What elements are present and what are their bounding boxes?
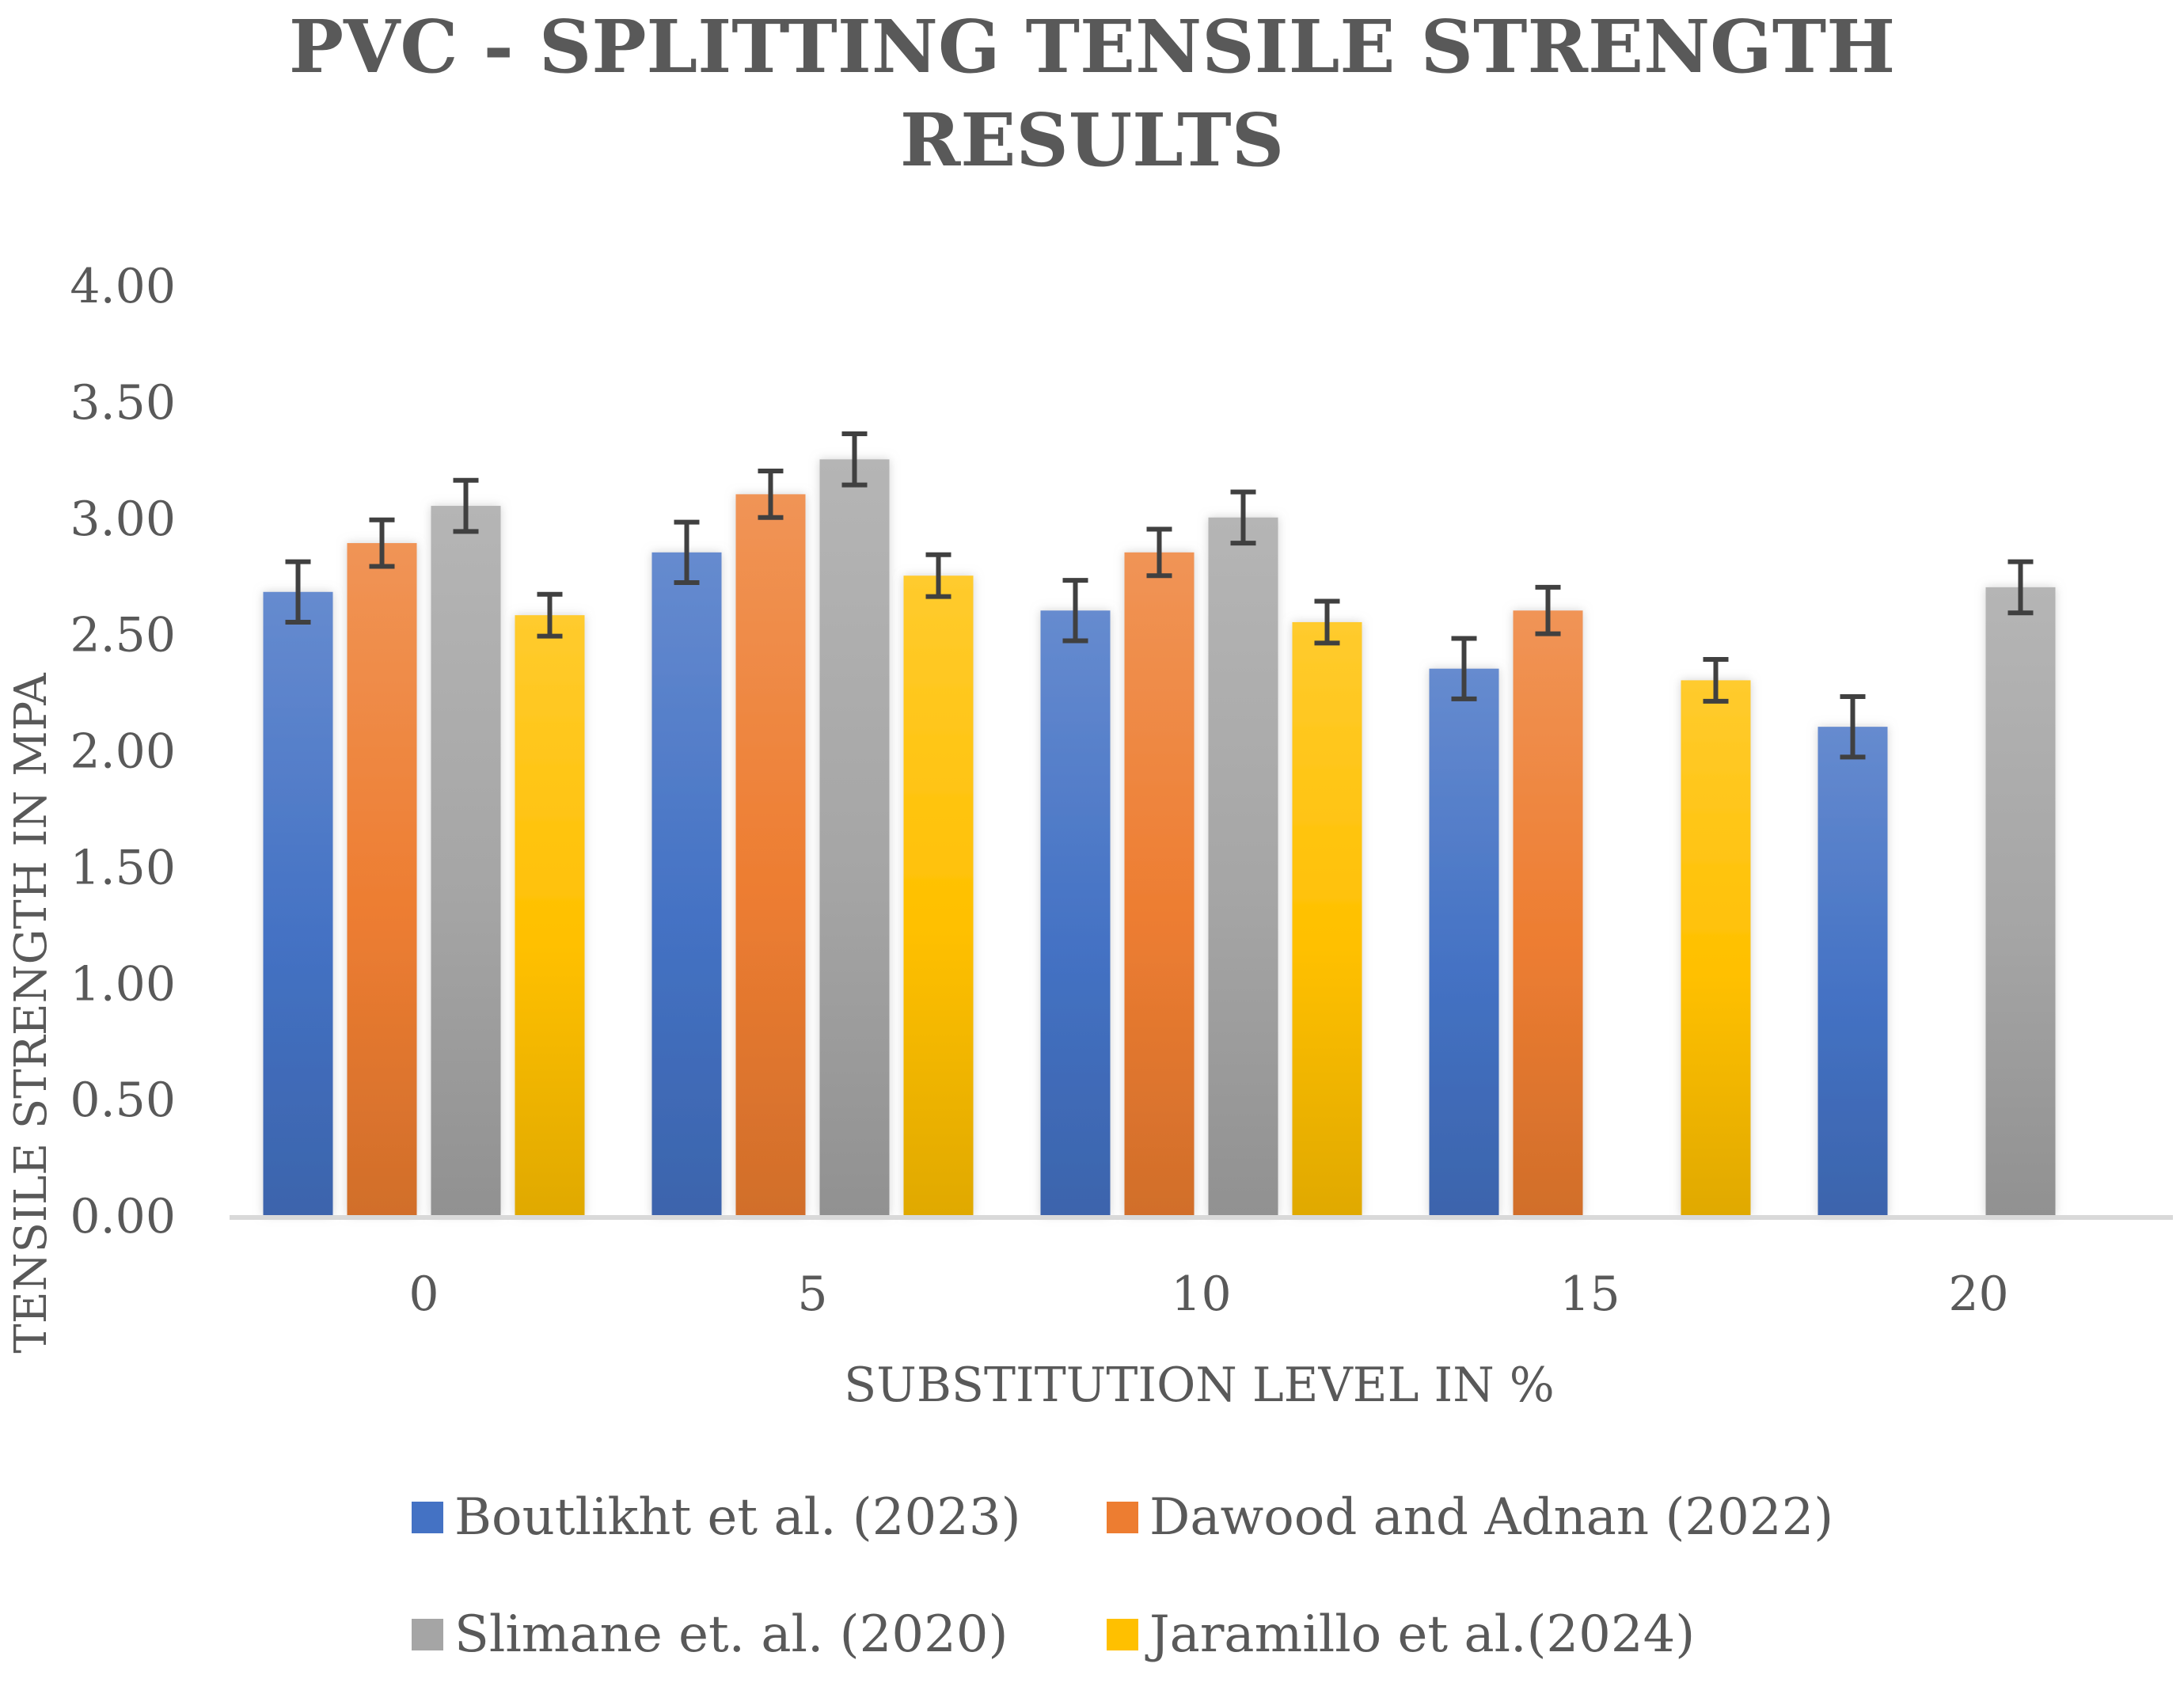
bar [264, 592, 333, 1215]
bar [1818, 727, 1888, 1215]
bar [1125, 553, 1195, 1215]
y-tick-label: 3.00 [70, 492, 176, 547]
x-tick-label: 20 [1948, 1267, 2008, 1322]
bar [1986, 587, 2056, 1215]
y-tick-label: 0.00 [70, 1189, 176, 1244]
legend-item-jaramillo: Jaramillo et al.(2024) [1107, 1605, 1695, 1664]
legend-swatch-slimane [412, 1619, 443, 1650]
bar [1430, 669, 1499, 1215]
bar [1209, 518, 1278, 1215]
legend-label-dawood: Dawood and Adnan (2022) [1149, 1488, 1833, 1547]
legend-item-dawood: Dawood and Adnan (2022) [1107, 1488, 1833, 1547]
y-tick-label: 4.00 [70, 259, 176, 314]
bar [431, 506, 501, 1215]
y-tick-label: 2.50 [70, 608, 176, 663]
bar [1514, 610, 1583, 1215]
bar-chart: 0.00 0.50 1.00 1.50 2.00 2.50 3.00 3.50 4.00 0 5 1… [0, 0, 2184, 1694]
x-axis-tick-labels: 0 5 10 15 20 [408, 1267, 2008, 1322]
y-axis-title: TENSILE STRENGTH IN MPA [6, 673, 57, 1354]
bar [515, 615, 585, 1215]
y-axis-tick-labels: 0.00 0.50 1.00 1.50 2.00 2.50 3.00 3.50 4.00 [70, 259, 176, 1244]
y-tick-label: 1.00 [70, 956, 176, 1012]
bar [1041, 610, 1111, 1215]
x-tick-label: 0 [408, 1267, 439, 1322]
legend-swatch-dawood [1107, 1502, 1138, 1533]
bar [904, 575, 974, 1215]
legend-swatch-boutlikht [412, 1502, 443, 1533]
legend-label-slimane: Slimane et. al. (2020) [454, 1605, 1008, 1664]
legend-item-boutlikht: Boutlikht et al. (2023) [412, 1488, 1021, 1547]
bar [348, 543, 417, 1215]
bar [1681, 680, 1751, 1215]
x-tick-label: 5 [797, 1267, 827, 1322]
legend-swatch-jaramillo [1107, 1619, 1138, 1650]
legend-label-boutlikht: Boutlikht et al. (2023) [454, 1488, 1021, 1547]
legend-label-jaramillo: Jaramillo et al.(2024) [1149, 1605, 1695, 1664]
y-tick-label: 2.00 [70, 724, 176, 780]
legend-item-slimane: Slimane et. al. (2020) [412, 1605, 1008, 1664]
x-tick-label: 10 [1171, 1267, 1231, 1322]
y-tick-label: 3.50 [70, 375, 176, 431]
bar [1293, 622, 1362, 1215]
x-axis-title: SUBSTITUTION LEVEL IN % [844, 1358, 1555, 1413]
bar [652, 553, 722, 1215]
y-tick-label: 1.50 [70, 840, 176, 895]
x-tick-label: 15 [1559, 1267, 1620, 1322]
bar [820, 459, 890, 1215]
bar [736, 494, 806, 1215]
y-tick-label: 0.50 [70, 1073, 176, 1128]
